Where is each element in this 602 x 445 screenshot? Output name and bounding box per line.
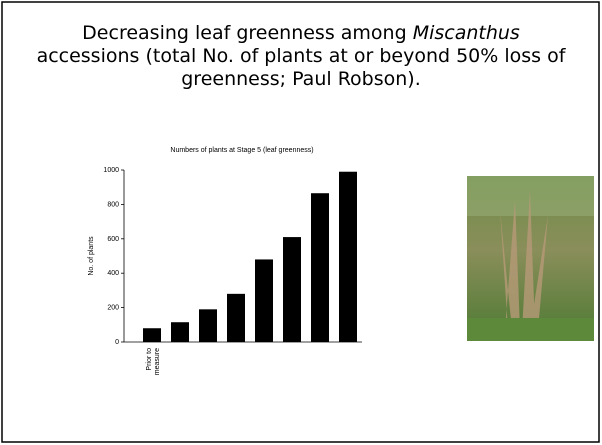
slide-title: Decreasing leaf greenness among Miscanth… [30,22,572,91]
y-tick-label: 600 [107,236,119,243]
slide: Numbers of plants at Stage 5 (leaf green… [0,0,602,445]
bar [143,328,161,342]
y-tick-label: 800 [107,201,119,208]
y-tick-label: 200 [107,305,119,312]
bar [227,294,245,342]
bar [311,193,329,342]
bar [255,259,273,342]
y-tick-label: 400 [107,270,119,277]
title-text: accessions (total No. of plants at or be… [37,45,566,90]
title-text: Decreasing leaf greenness among [82,22,413,44]
title-italic: Miscanthus [413,22,520,44]
photo [467,176,594,341]
bar [199,309,217,342]
bar [283,237,301,342]
bar [171,322,189,342]
y-tick-label: 1000 [103,167,119,174]
y-axis-label: No. of plants [88,236,95,276]
y-tick-label: 0 [115,339,119,346]
x-tick-label: Prior tomeasure [146,348,161,375]
chart-title: Numbers of plants at Stage 5 (leaf green… [170,147,313,154]
bar [339,172,357,342]
